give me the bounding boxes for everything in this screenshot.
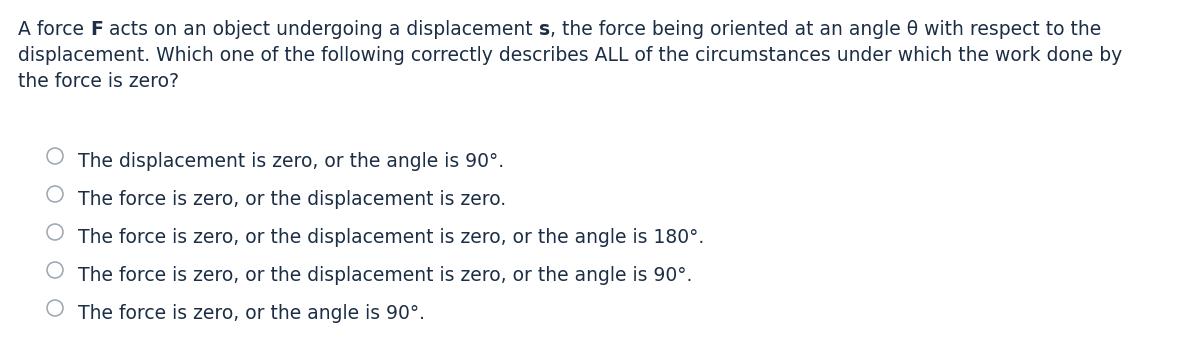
Text: The force is zero, or the displacement is zero.: The force is zero, or the displacement i… — [78, 190, 506, 209]
Text: The force is zero, or the displacement is zero, or the angle is 90°.: The force is zero, or the displacement i… — [78, 266, 692, 285]
Text: The force is zero, or the displacement is zero, or the angle is 180°.: The force is zero, or the displacement i… — [78, 228, 704, 247]
Text: the force is zero?: the force is zero? — [18, 72, 179, 91]
Text: The displacement is zero, or the angle is 90°.: The displacement is zero, or the angle i… — [78, 152, 504, 171]
Text: The force is zero, or the angle is 90°.: The force is zero, or the angle is 90°. — [78, 304, 425, 323]
Text: A force: A force — [18, 20, 90, 39]
Text: , the force being oriented at an angle θ with respect to the: , the force being oriented at an angle θ… — [550, 20, 1100, 39]
Text: s: s — [539, 20, 550, 39]
Text: acts on an object undergoing a displacement: acts on an object undergoing a displacem… — [103, 20, 539, 39]
Text: displacement. Which one of the following correctly describes ALL of the circumst: displacement. Which one of the following… — [18, 46, 1122, 65]
Text: F: F — [90, 20, 103, 39]
